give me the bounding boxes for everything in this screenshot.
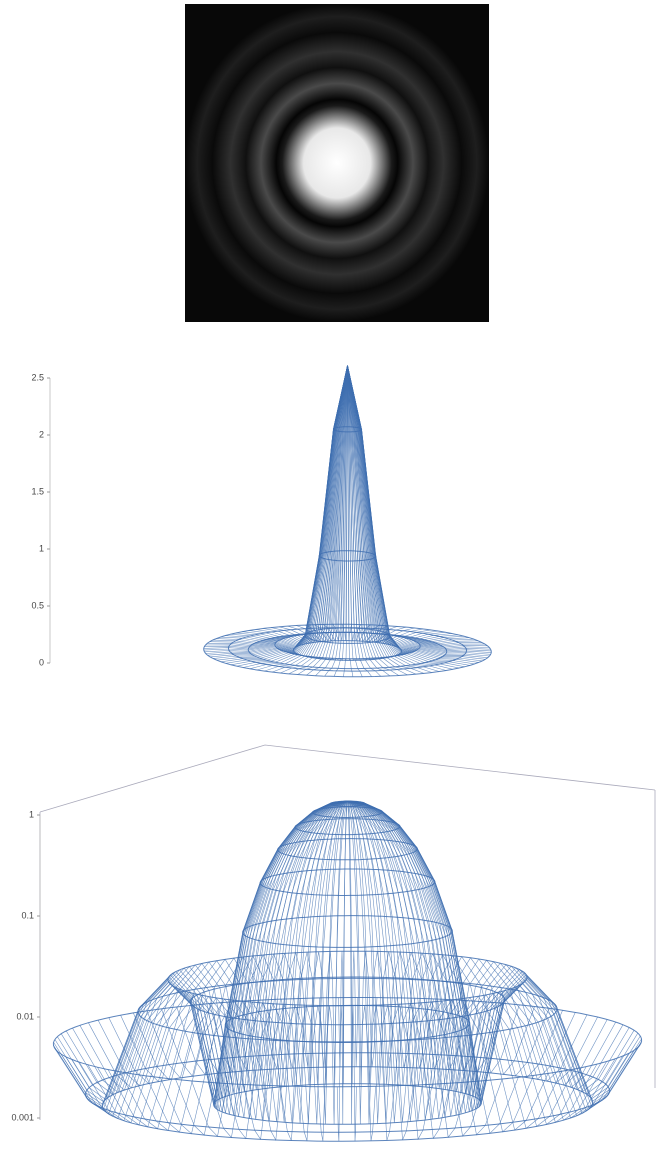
airy-image: [185, 4, 489, 322]
surface-ring: [260, 869, 435, 896]
page: {"chart_data": [ {"type": "surface", "x"…: [0, 0, 660, 1153]
y-tick-label: 2.5: [31, 372, 44, 382]
y-tick-label: 0: [39, 657, 44, 667]
surface-spoke: [348, 801, 623, 1116]
y-tick-label: 0.1: [21, 910, 34, 920]
surface-spoke: [61, 801, 347, 1100]
surface-spoke: [80, 801, 348, 1096]
figure: 0 0.5 1 1.5 2 2.5 0.001 0.01 0.1 1: [0, 0, 660, 1153]
y-tick-label: 2: [39, 429, 44, 439]
surface-ring: [86, 1053, 610, 1132]
surface-spoke: [348, 801, 616, 1095]
y-tick-label: 1.5: [31, 486, 44, 496]
surface-ring: [102, 1067, 592, 1141]
y-tick-label: 0.001: [11, 1112, 34, 1122]
y-tick-label: 1: [39, 543, 44, 553]
y-tick-label: 0.01: [16, 1011, 34, 1021]
y-tick-label: 1: [29, 809, 34, 819]
surface-spoke: [348, 366, 439, 644]
surface-spoke: [348, 366, 453, 670]
surface-spoke: [57, 801, 347, 1112]
y-tick-label: 0.5: [31, 600, 44, 610]
surface-spoke: [348, 366, 423, 643]
surface-ring: [278, 839, 418, 860]
